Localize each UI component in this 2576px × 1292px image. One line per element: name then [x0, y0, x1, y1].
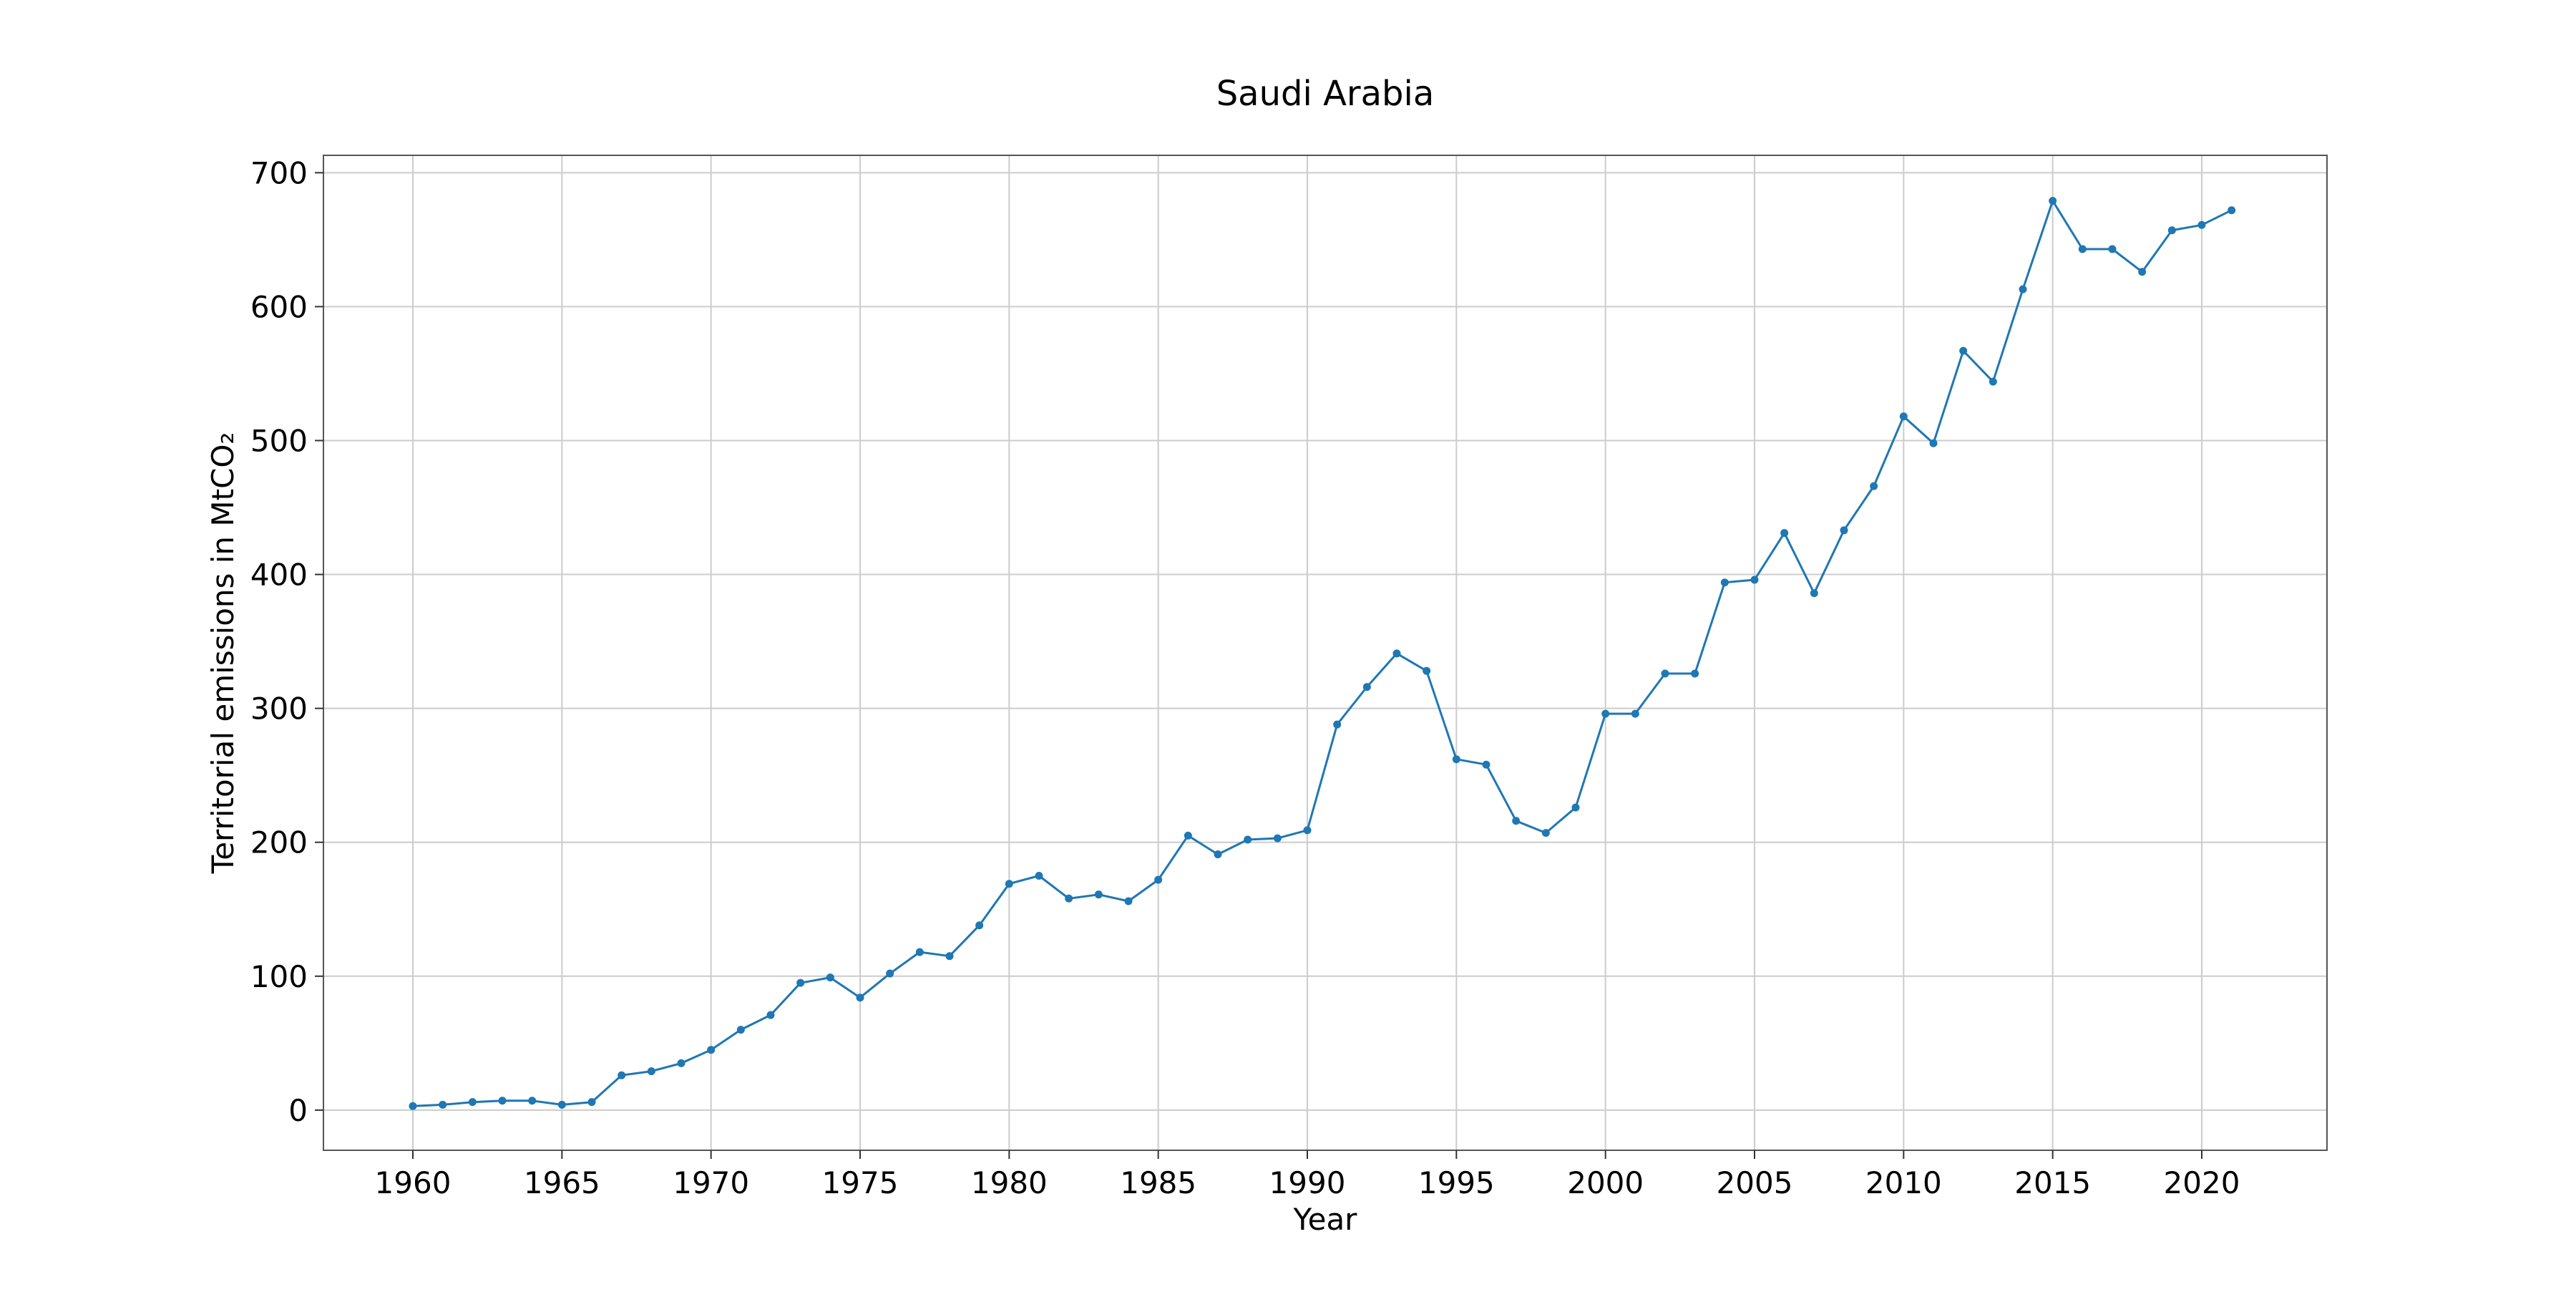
data-point [1482, 760, 1491, 769]
x-tick-label: 2020 [2164, 1165, 2240, 1200]
series-line [412, 200, 2233, 1107]
data-point [1154, 875, 1163, 884]
data-point [915, 948, 924, 956]
y-tick-label: 0 [288, 1093, 308, 1128]
data-point [975, 921, 984, 930]
data-point [1840, 526, 1848, 535]
y-tick-label: 100 [250, 959, 308, 994]
x-tick-label: 1995 [1418, 1165, 1495, 1200]
x-axis-label: Year [1293, 1202, 1358, 1237]
data-point [945, 952, 954, 961]
data-point [796, 978, 805, 987]
data-point [2167, 226, 2176, 235]
data-point [1661, 669, 1669, 678]
y-axis-label: Territorial emissions in MtCO₂ [205, 432, 240, 875]
x-tick-label: 1980 [971, 1165, 1048, 1200]
data-point [1541, 829, 1550, 837]
data-point [1601, 709, 1610, 718]
data-point [498, 1097, 507, 1105]
data-point [2228, 206, 2236, 215]
data-point [557, 1100, 566, 1109]
data-point [1214, 850, 1222, 859]
data-point [766, 1011, 775, 1019]
data-point [468, 1098, 477, 1107]
data-point [1423, 666, 1431, 675]
data-point [886, 969, 894, 978]
x-tick-label: 1985 [1120, 1165, 1196, 1200]
plot-frame [323, 155, 2328, 1151]
data-point [677, 1059, 686, 1067]
data-point [1780, 529, 1789, 538]
y-tick-label: 300 [250, 691, 308, 727]
data-point [618, 1071, 626, 1079]
chart-title: Saudi Arabia [1216, 74, 1435, 114]
x-tick-label: 2015 [2014, 1165, 2091, 1200]
x-tick-label: 1960 [375, 1165, 452, 1200]
data-point [1810, 589, 1818, 598]
data-point [1362, 683, 1371, 691]
data-point [1720, 578, 1729, 587]
x-tick-label: 1975 [822, 1165, 899, 1200]
data-point [2138, 268, 2147, 276]
data-point [1929, 439, 1938, 447]
data-point [1512, 817, 1521, 825]
x-tick-label: 2010 [1865, 1165, 1942, 1200]
data-point [1452, 755, 1460, 764]
y-tick-label: 700 [250, 155, 308, 190]
data-point [736, 1026, 745, 1034]
data-point [1750, 575, 1759, 584]
x-axis-ticks: 1960 1965 1970 1975 1980 1985 1990 1995 2000 2005… [375, 1150, 2240, 1200]
data-point [1392, 649, 1401, 658]
data-point [587, 1098, 596, 1107]
data-point [2078, 245, 2087, 253]
x-tick-label: 2000 [1567, 1165, 1644, 1200]
data-point [1899, 412, 1908, 421]
x-tick-label: 1970 [673, 1165, 749, 1200]
data-point [1184, 831, 1192, 840]
y-tick-label: 200 [250, 825, 308, 860]
y-tick-label: 400 [250, 558, 308, 593]
data-point [2108, 245, 2117, 253]
data-point [1094, 890, 1103, 899]
x-tick-label: 1990 [1269, 1165, 1346, 1200]
series-layer [409, 197, 2236, 1110]
data-point [707, 1046, 716, 1054]
data-point [1631, 709, 1639, 718]
data-point [439, 1100, 447, 1109]
data-point [1244, 835, 1252, 844]
data-point [1870, 482, 1878, 490]
data-point [1333, 720, 1342, 729]
data-point [409, 1102, 417, 1110]
data-point [1691, 669, 1699, 678]
data-point [647, 1067, 655, 1076]
data-point [1005, 880, 1013, 888]
y-tick-label: 500 [250, 423, 308, 458]
data-point [1273, 834, 1282, 842]
data-point [2049, 197, 2057, 205]
data-point [2197, 220, 2206, 229]
grid-layer [323, 155, 2327, 1150]
data-point [826, 973, 834, 982]
data-point [1035, 871, 1043, 880]
x-tick-label: 1965 [524, 1165, 600, 1200]
y-axis-ticks: 0 100 200 300 400 500 600 700 [250, 155, 323, 1128]
data-point [1065, 894, 1073, 903]
data-point [1571, 803, 1580, 812]
data-point [1303, 826, 1312, 835]
data-point [1989, 377, 1997, 386]
data-point [1959, 346, 1968, 355]
y-tick-label: 600 [250, 289, 308, 324]
data-point [856, 994, 864, 1002]
data-point [528, 1097, 537, 1105]
data-point [1124, 897, 1133, 905]
x-tick-label: 2005 [1717, 1165, 1793, 1200]
data-point [2019, 285, 2027, 293]
